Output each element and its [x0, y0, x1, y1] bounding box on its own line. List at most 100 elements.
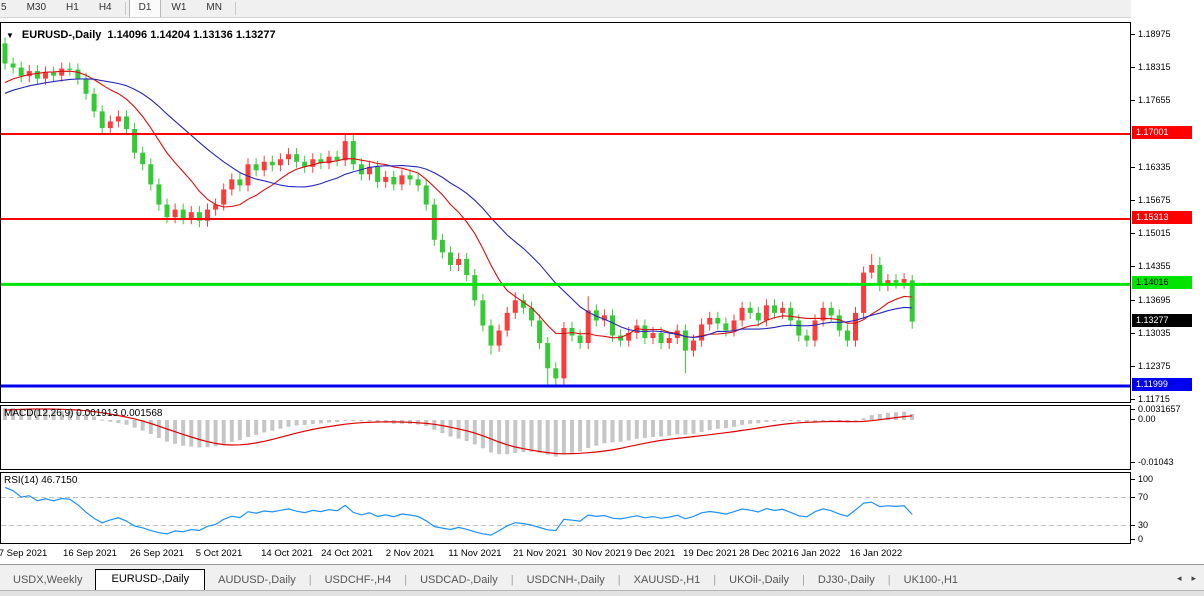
chart-symbol-label: EURUSD-,Daily — [21, 29, 102, 41]
scale-tick — [1131, 399, 1135, 400]
tab-separator: | — [713, 573, 717, 586]
timeframe-button-m30[interactable]: M30 — [26, 2, 47, 13]
price-line-badge: 1.15313 — [1132, 211, 1192, 224]
price-scale[interactable]: 1.18975 1.18315 1.17655 1.16335 1.15675 1.150… — [1131, 0, 1204, 562]
macd-indicator-panel[interactable]: MACD(12,26,9) 0.001913 0.001568 — [0, 405, 1131, 470]
price-tick-label: 1.11715 — [1138, 394, 1170, 404]
price-tick-label: 1.15015 — [1138, 228, 1171, 238]
scale-tick — [1131, 497, 1135, 498]
tab-scroll-left-icon[interactable]: ◂ — [1176, 572, 1182, 583]
price-line-badge: 1.14016 — [1132, 276, 1192, 289]
price-line-badge: 1.11999 — [1132, 378, 1192, 391]
scale-tick — [1131, 233, 1135, 234]
tab-separator: | — [887, 573, 891, 586]
toolbar-separator — [234, 2, 236, 15]
tab-scroll-arrows: ◂ ▸ — [1177, 573, 1204, 584]
chart-tab-bar: USDX,Weekly EURUSD-,Daily AUDUSD-,Daily | US… — [0, 564, 1204, 591]
tab-separator: | — [617, 573, 621, 586]
scale-tick — [1131, 266, 1135, 267]
scale-tick — [1131, 366, 1135, 367]
timeframe-button-h1[interactable]: H1 — [66, 2, 79, 13]
tab-uk100-h1[interactable]: UK100-,H1 — [903, 574, 959, 586]
main-chart-panel[interactable]: ▼ EURUSD-,Daily 1.14096 1.14204 1.13136 … — [0, 22, 1131, 403]
scale-tick — [1131, 300, 1135, 301]
tab-separator: | — [404, 573, 408, 586]
scale-tick — [1131, 539, 1135, 540]
rsi-label: RSI(14) 46.7150 — [4, 475, 78, 486]
tab-ukoil-daily[interactable]: UKOil-,Daily — [729, 574, 790, 586]
price-tick-label: 1.13695 — [1138, 295, 1171, 305]
date-tick-label: 19 Dec 2021 — [683, 548, 737, 559]
tab-usdcnh-daily[interactable]: USDCNH-,Daily — [526, 574, 605, 586]
current-price-badge: 1.13277 — [1132, 314, 1192, 327]
date-tick-label: 9 Dec 2021 — [626, 548, 676, 559]
rsi-tick-label: 30 — [1138, 520, 1149, 530]
chart-title: ▼ EURUSD-,Daily 1.14096 1.14204 1.13136 … — [6, 29, 276, 41]
tab-usdchf-h4[interactable]: USDCHF-,H4 — [324, 574, 392, 586]
date-tick-label: 16 Sep 2021 — [63, 548, 117, 559]
macd-label: MACD(12,26,9) 0.001913 0.001568 — [4, 408, 163, 419]
price-tick-label: 1.12375 — [1138, 361, 1171, 371]
price-tick-label: 1.18975 — [1138, 29, 1171, 39]
rsi-tick-label: 100 — [1138, 474, 1154, 484]
date-axis[interactable]: 7 Sep 2021 16 Sep 2021 26 Sep 2021 5 Oct 20… — [0, 545, 1131, 562]
timeframe-button-5[interactable]: 5 — [1, 2, 7, 13]
scale-tick — [1131, 419, 1135, 420]
scale-tick — [1131, 333, 1135, 334]
macd-tick-label: -0.01043 — [1138, 457, 1174, 467]
date-tick-label: 11 Nov 2021 — [448, 548, 502, 559]
scale-tick — [1131, 479, 1135, 480]
tab-audusd-daily[interactable]: AUDUSD-,Daily — [218, 574, 296, 586]
timeframe-button-d1[interactable]: D1 — [128, 0, 162, 17]
date-tick-label: 26 Sep 2021 — [130, 548, 184, 559]
macd-tick-label: 0.0031657 — [1138, 404, 1181, 414]
date-tick-label: 28 Dec 2021 — [739, 548, 793, 559]
tab-separator: | — [308, 573, 312, 586]
price-line-badge: 1.17001 — [1132, 126, 1192, 139]
toolbar-separator — [124, 2, 126, 15]
scale-tick — [1131, 67, 1135, 68]
scale-tick — [1131, 200, 1135, 201]
candlestick-chart[interactable] — [1, 23, 1130, 402]
tab-usdx-weekly[interactable]: USDX,Weekly — [13, 574, 83, 586]
scale-tick — [1131, 409, 1135, 410]
scale-tick — [1131, 34, 1135, 35]
tab-separator: | — [802, 573, 805, 586]
date-tick-label: 2 Nov 2021 — [385, 548, 435, 559]
tab-scroll-right-icon[interactable]: ▸ — [1191, 572, 1196, 583]
date-tick-label: 14 Oct 2021 — [261, 548, 313, 559]
date-tick-label: 5 Oct 2021 — [195, 548, 243, 559]
tab-eurusd-daily[interactable]: EURUSD-,Daily — [95, 569, 206, 591]
date-tick-label: 21 Nov 2021 — [513, 548, 567, 559]
scale-tick — [1131, 462, 1135, 463]
tab-usdcad-daily[interactable]: USDCAD-,Daily — [420, 574, 498, 586]
price-tick-label: 1.18315 — [1138, 62, 1171, 72]
timeframe-button-w1[interactable]: W1 — [171, 2, 187, 13]
scale-tick — [1131, 100, 1135, 101]
tab-dj30-daily[interactable]: DJ30-,Daily — [817, 574, 875, 586]
chevron-down-icon[interactable]: ▼ — [6, 30, 14, 40]
timeframe-button-mn[interactable]: MN — [206, 2, 222, 13]
price-tick-label: 1.14355 — [1138, 261, 1171, 271]
price-tick-label: 1.17655 — [1138, 95, 1171, 105]
price-tick-label: 1.16335 — [1138, 162, 1171, 172]
date-tick-label: 7 Sep 2021 — [0, 548, 48, 559]
tab-separator: | — [510, 573, 514, 586]
rsi-chart[interactable] — [1, 473, 1130, 543]
date-tick-label: 24 Oct 2021 — [321, 548, 373, 559]
rsi-indicator-panel[interactable]: RSI(14) 46.7150 — [0, 472, 1131, 544]
scale-tick — [1131, 525, 1135, 526]
timeframe-toolbar: 5 M30 H1 H4 D1 W1 MN — [0, 0, 1204, 18]
date-tick-label: 6 Jan 2022 — [793, 548, 841, 559]
chart-ohlc-values: 1.14096 1.14204 1.13136 1.13277 — [107, 29, 276, 41]
price-tick-label: 1.13035 — [1138, 328, 1171, 338]
macd-chart[interactable] — [1, 406, 1130, 469]
macd-tick-label: 0.00 — [1138, 414, 1156, 424]
date-tick-label: 16 Jan 2022 — [849, 548, 903, 559]
tab-xauusd-h1[interactable]: XAUUSD-,H1 — [633, 574, 701, 586]
rsi-tick-label: 70 — [1138, 492, 1149, 502]
date-tick-label: 30 Nov 2021 — [572, 548, 626, 559]
rsi-tick-label: 0 — [1138, 534, 1144, 544]
timeframe-button-h4[interactable]: H4 — [98, 2, 112, 13]
price-tick-label: 1.15675 — [1138, 195, 1171, 205]
